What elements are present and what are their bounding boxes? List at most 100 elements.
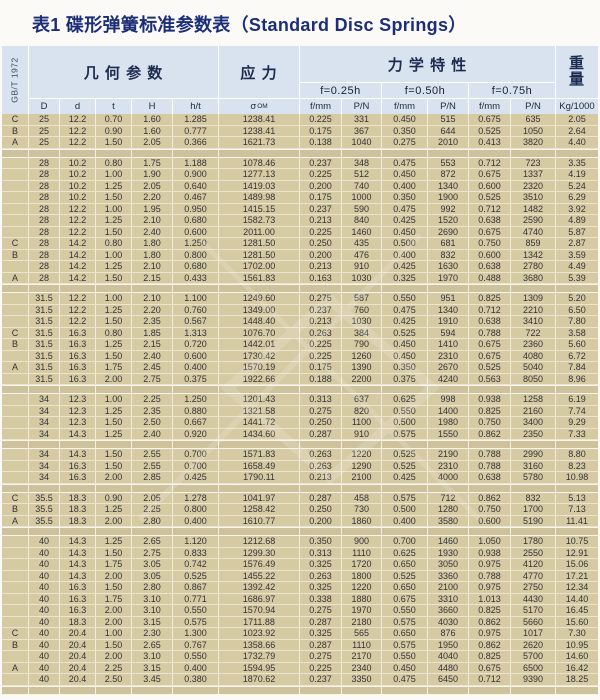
- col-D: D: [29, 99, 59, 114]
- table-cell: C: [2, 114, 28, 125]
- table-cell: 0.975: [469, 628, 510, 639]
- table-cell: 1.013: [469, 593, 510, 604]
- table-cell: 28: [29, 226, 59, 237]
- table-cell: 7.30: [556, 628, 598, 639]
- table-cell: C: [2, 327, 28, 338]
- table-row: 34 14.3 1.50 2.55 0.700 1571.83 0.263 1220 0.525…: [2, 449, 598, 461]
- table-cell: [2, 616, 28, 627]
- separator-cell: [382, 686, 427, 694]
- table-cell: 1950: [428, 639, 468, 650]
- table-cell: 1.50: [96, 272, 131, 283]
- table-cell: 0.313: [300, 547, 341, 558]
- table-cell: 2.25: [132, 394, 172, 405]
- table-cell: 2.05: [132, 137, 172, 148]
- table-row: C 31.5 16.3 0.80 1.85 1.313 1076.70 0.263 384 0.5…: [2, 327, 598, 339]
- separator-cell: [96, 686, 131, 694]
- table-cell: 34: [29, 405, 59, 416]
- separator-cell: [173, 285, 218, 292]
- table-cell: 2.15: [132, 272, 172, 283]
- table-cell: 2590: [511, 215, 555, 226]
- table-cell: 1.90: [132, 169, 172, 180]
- table-cell: 6.29: [556, 192, 598, 203]
- table-cell: 2.05: [132, 492, 172, 503]
- table-cell: 1.285: [173, 114, 218, 125]
- table-cell: 0.525: [469, 192, 510, 203]
- table-cell: 0.638: [469, 316, 510, 327]
- table-cell: [2, 316, 28, 327]
- table-cell: 1260: [342, 350, 381, 361]
- table-cell: 1000: [342, 192, 381, 203]
- table-cell: 0.550: [382, 405, 427, 416]
- table-cell: 0.450: [382, 169, 427, 180]
- table-cell: [2, 559, 28, 570]
- separator-cell: [556, 686, 598, 694]
- table-cell: 34: [29, 472, 59, 483]
- table-cell: 0.767: [173, 639, 218, 650]
- table-row: 28 10.2 0.80 1.75 1.188 1078.46 0.237 348 0.475 5…: [2, 157, 598, 169]
- table-cell: 1570.19: [219, 362, 299, 373]
- table-cell: 2.64: [556, 125, 598, 136]
- table-cell: 1.50: [96, 226, 131, 237]
- table-row: B 31.5 16.3 1.25 2.15 0.720 1442.01 0.225 790 0.4…: [2, 339, 598, 351]
- table-cell: 0.450: [382, 114, 427, 125]
- table-cell: 0.500: [382, 417, 427, 428]
- table-cell: 0.675: [469, 169, 510, 180]
- table-cell: 16.3: [60, 593, 95, 604]
- table-row: 40 14.3 1.50 2.75 0.833 1299.30 0.313 1110 0.625…: [2, 547, 598, 559]
- table-cell: 0.712: [469, 304, 510, 315]
- table-cell: 1321.58: [219, 405, 299, 416]
- table-cell: 1571.83: [219, 449, 299, 460]
- table-cell: 0.880: [173, 405, 218, 416]
- table-cell: 0.700: [173, 460, 218, 471]
- table-cell: 832: [428, 249, 468, 260]
- table-cell: 8.80: [556, 449, 598, 460]
- table-cell: 4480: [428, 662, 468, 673]
- table-cell: 12.2: [60, 226, 95, 237]
- table-cell: 0.275: [382, 137, 427, 148]
- table-cell: 2.25: [96, 662, 131, 673]
- table-row: 40 18.3 2.00 3.15 0.575 1711.88 0.287 2180 0.575…: [2, 616, 598, 628]
- table-cell: 476: [342, 249, 381, 260]
- table-cell: 1212.68: [219, 536, 299, 547]
- table-cell: 594: [428, 327, 468, 338]
- table-cell: 3350: [342, 674, 381, 685]
- separator-cell: [469, 285, 510, 292]
- table-cell: 0.600: [173, 350, 218, 361]
- table-cell: 1220: [342, 582, 381, 593]
- table-cell: 0.475: [382, 304, 427, 315]
- col-t: t: [96, 99, 131, 114]
- table-cell: 1.50: [96, 316, 131, 327]
- table-cell: 590: [342, 203, 381, 214]
- table-row: 28 12.2 1.00 1.95 0.950 1415.15 0.237 590 0.475 9…: [2, 203, 598, 215]
- table-row: A 31.5 16.3 1.75 2.45 0.400 1570.19 0.175 1390 0.…: [2, 362, 598, 374]
- separator-cell: [2, 386, 28, 393]
- table-cell: 1594.95: [219, 662, 299, 673]
- table-cell: 0.250: [300, 417, 341, 428]
- table-cell: 0.800: [173, 249, 218, 260]
- table-cell: 0.825: [469, 651, 510, 662]
- table-cell: 0.475: [382, 203, 427, 214]
- table-row: A 25 12.2 1.50 2.05 0.366 1621.73 0.138 1040 0.27…: [2, 137, 598, 149]
- table-cell: 3.92: [556, 203, 598, 214]
- table-cell: 992: [428, 203, 468, 214]
- separator-cell: [29, 484, 59, 492]
- table-cell: 1.60: [132, 114, 172, 125]
- table-cell: 0.900: [173, 169, 218, 180]
- table-cell: 2.15: [132, 339, 172, 350]
- table-cell: 1880: [342, 593, 381, 604]
- table-cell: 0.425: [382, 261, 427, 272]
- separator-cell: [511, 386, 555, 393]
- table-cell: 18.25: [556, 674, 598, 685]
- table-cell: 0.575: [382, 428, 427, 439]
- table-cell: 16.3: [60, 605, 95, 616]
- table-cell: 1.300: [173, 628, 218, 639]
- separator-cell: [300, 484, 341, 492]
- table-cell: 1030: [342, 272, 381, 283]
- separator-cell: [29, 285, 59, 292]
- table-cell: [2, 157, 28, 168]
- table-cell: 0.400: [382, 180, 427, 191]
- table-cell: 8050: [511, 373, 555, 384]
- table-cell: 16.42: [556, 662, 598, 673]
- table-cell: 28: [29, 261, 59, 272]
- table-cell: 1.00: [96, 293, 131, 304]
